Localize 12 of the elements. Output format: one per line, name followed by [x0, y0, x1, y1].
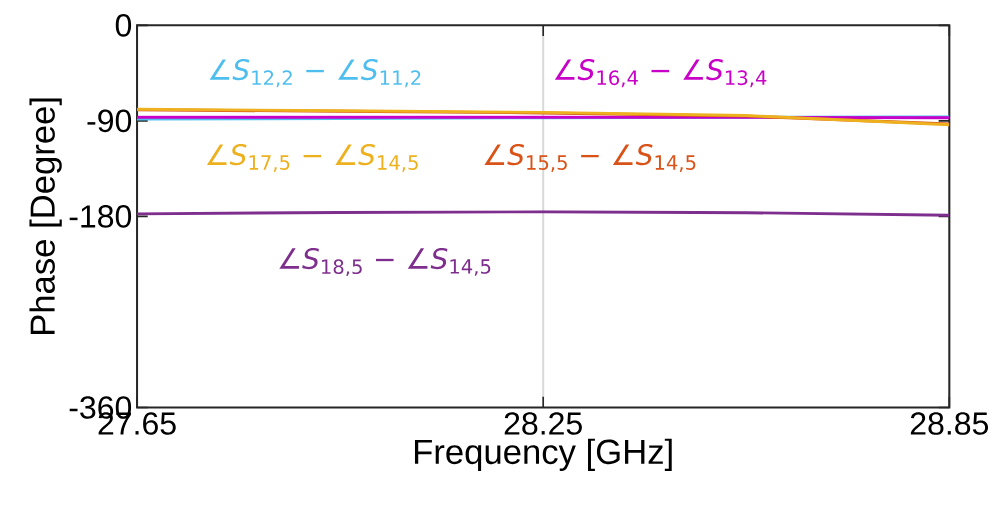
y-tick-label: -90: [87, 109, 132, 133]
x-axis-title: Frequency [GHz]: [414, 438, 672, 472]
series-label: ∠S$_{17,5}$ − ∠S$_{14,5}$: [206, 144, 418, 173]
x-tick-label: 28.85: [910, 412, 989, 436]
series-label: ∠S$_{18,5}$ − ∠S$_{14,5}$: [279, 248, 491, 277]
series-label: ∠S$_{15,5}$ − ∠S$_{14,5}$: [484, 144, 696, 173]
series-label: ∠S$_{16,4}$ − ∠S$_{13,4}$: [554, 59, 767, 88]
series-label: ∠S$_{12,2}$ − ∠S$_{11,2}$: [209, 59, 421, 88]
y-axis-title: Phase [Degree]: [29, 98, 62, 335]
y-tick-label: 0: [115, 14, 132, 37]
x-tick-label: 28.25: [504, 412, 582, 436]
y-tick-label: -180: [69, 205, 132, 228]
